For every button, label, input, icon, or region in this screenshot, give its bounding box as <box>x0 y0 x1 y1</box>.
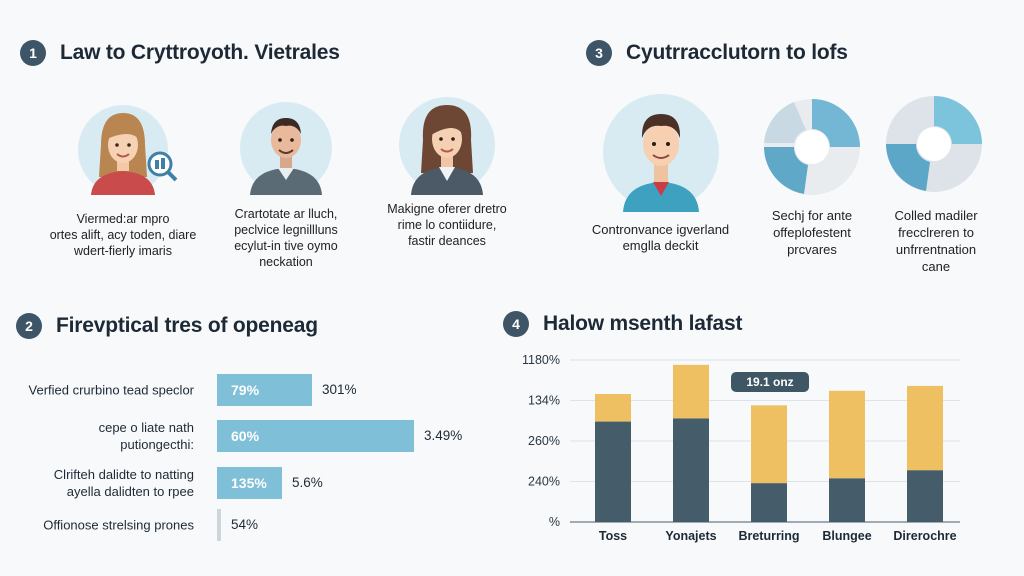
bar-top-yonajets <box>673 364 709 419</box>
hbar-outer-value: 54% <box>231 517 259 532</box>
hbar-label: Clrifteh dalidte to natting ayella dalidt… <box>53 467 194 499</box>
hbar-outer-value: 301% <box>322 382 357 397</box>
hbar-inner-value: 79% <box>231 382 260 398</box>
hbar-label: Verfied crurbino tead speclor <box>28 382 194 398</box>
donut-2-segment-b <box>886 144 930 191</box>
section-1-title: Law to Cryttroyoth. Vietrales <box>60 41 340 64</box>
section-3-header: 3 Cyutrracclutorn to lofs <box>586 40 848 66</box>
donut-chart-1 <box>764 99 860 195</box>
y-tick-label: 134% <box>528 394 560 408</box>
woman-avatar-icon <box>397 95 497 195</box>
hbar-inner-value: 135% <box>231 475 267 491</box>
y-tick-label: % <box>549 515 560 529</box>
persona-3-caption: Makigne oferer dretro rime lo contiidure… <box>387 202 507 248</box>
persona-card-2: Crartotate ar lluch, peclvice legnilllun… <box>201 100 371 270</box>
bar-base-blungee <box>829 478 865 522</box>
x-tick-label: Direrochre <box>893 529 956 543</box>
bar-base-yonajets <box>673 418 709 522</box>
hbar-outer-value: 5.6% <box>292 475 323 490</box>
section-2-number: 2 <box>16 313 42 339</box>
donut-1-caption: Sechj for ante offeplofestent prcvares <box>771 208 853 257</box>
section-1-header: 1 Law to Cryttroyoth. Vietrales <box>20 40 340 66</box>
section-3-persona-caption: Contronvance igverland emglla deckit <box>591 222 730 253</box>
man-avatar-icon <box>236 100 336 200</box>
section-4-title: Halow msenth lafast <box>543 312 743 335</box>
bar-base-direrochre <box>907 470 943 522</box>
hbar-label: Offionose strelsing prones <box>43 517 194 533</box>
section-2-header: 2 Firevptical tres of openeag <box>16 313 318 339</box>
y-tick-label: 260% <box>528 434 560 448</box>
bar-base-breturring <box>751 483 787 522</box>
x-tick-label: Toss <box>599 529 627 543</box>
hbar-fill: 60% <box>217 420 414 452</box>
x-tick-label: Breturring <box>738 529 799 543</box>
hbar-fill: 79% <box>217 374 312 406</box>
hbar-label: cepe o liate nath putiongecthi: <box>98 420 194 452</box>
persona-2-caption: Crartotate ar lluch, peclvice legnilllun… <box>234 207 338 269</box>
y-tick-label: 1180% <box>522 353 560 367</box>
section-3-number: 3 <box>586 40 612 66</box>
donut-1-segment-c <box>764 147 808 194</box>
section-3-title: Cyutrracclutorn to lofs <box>626 41 848 64</box>
donut-chart-2 <box>886 96 982 192</box>
section-2-title: Firevptical tres of openeag <box>56 314 318 337</box>
bar-top-toss <box>595 394 631 422</box>
magnifier-icon <box>147 151 178 182</box>
donut-2-caption: Colled madiler frecclreren to unfrrentna… <box>894 208 978 274</box>
donut-2-segment-a <box>934 96 982 144</box>
chart-annotation-text: 19.1 onz <box>746 375 793 389</box>
section-4-number: 4 <box>503 311 529 337</box>
donut-1-segment-a <box>812 99 860 147</box>
hbar-inner-value: 60% <box>231 428 260 444</box>
hbar-outer-value: 3.49% <box>424 428 463 443</box>
section-1-number: 1 <box>20 40 46 66</box>
bar-top-blungee <box>829 390 865 479</box>
y-tick-label: 240% <box>528 475 560 489</box>
woman-avatar-icon <box>73 105 178 205</box>
section-4-header: 4 Halow msenth lafast <box>503 311 742 337</box>
donut-1-segment-b <box>764 102 806 143</box>
persona-card-1: Viermed:ar mpro ortes alift, acy toden, … <box>38 105 208 259</box>
x-tick-label: Blungee <box>822 529 871 543</box>
chart-annotation: 19.1 onz <box>731 372 809 392</box>
hbar-fill <box>217 509 221 541</box>
hbar-row-4: Offionose strelsing prones 54% <box>0 507 490 543</box>
hbar-row-1: Verfied crurbino tead speclor 79% 301% <box>0 372 490 408</box>
hbar-row-2: cepe o liate nath putiongecthi: 60% 3.49% <box>0 418 490 454</box>
hbar-fill: 135% <box>217 467 282 499</box>
hbar-row-3: Clrifteh dalidte to natting ayella dalidt… <box>0 465 490 501</box>
bar-top-breturring <box>751 405 787 484</box>
section-3-persona: Contronvance igverland emglla deckit <box>578 92 743 254</box>
persona-1-caption: Viermed:ar mpro ortes alift, acy toden, … <box>49 212 197 258</box>
stacked-bar-chart: % 240% 260% 134% 1180% Toss Yonajets Breturring… <box>522 353 960 543</box>
x-tick-label: Yonajets <box>665 529 716 543</box>
persona-card-3: Makigne oferer dretro rime lo contiidure… <box>362 95 532 249</box>
bar-top-direrochre <box>907 385 943 471</box>
man-avatar-icon <box>601 92 721 212</box>
bar-base-toss <box>595 421 631 522</box>
